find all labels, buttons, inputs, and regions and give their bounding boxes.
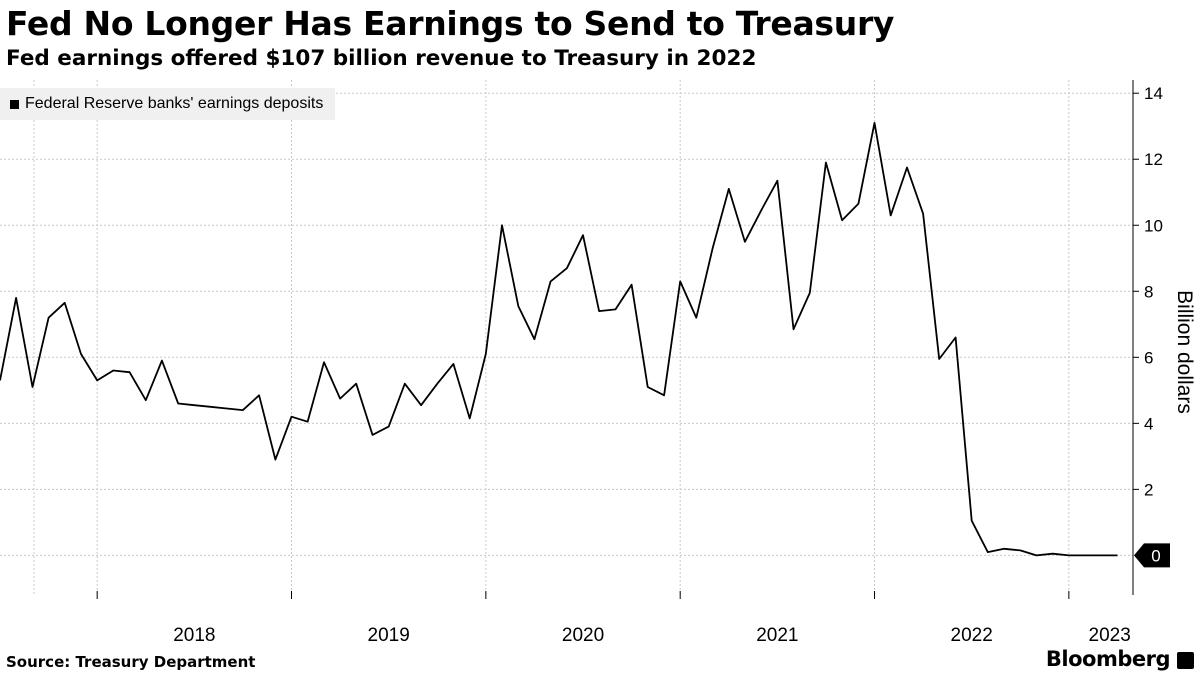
y-axis-title: Billion dollars — [1173, 290, 1196, 414]
x-tick-label: 2019 — [368, 625, 410, 646]
x-tick-label: 2020 — [562, 625, 604, 646]
source-note: Source: Treasury Department — [6, 653, 256, 671]
y-tick-label: 2 — [1144, 480, 1153, 499]
x-tick-label: 2018 — [173, 625, 215, 646]
legend-swatch — [10, 99, 19, 109]
y-tick-label: 8 — [1144, 282, 1153, 301]
last-value-marker: 0 — [1134, 543, 1170, 568]
x-axis: 2018 2019 2020 2021 2022 2023 — [96, 591, 1131, 646]
y-tick-label: 10 — [1144, 216, 1163, 235]
series-line-earnings-deposits — [0, 122, 1118, 557]
y-tick-label: 4 — [1144, 414, 1153, 433]
legend-label: Federal Reserve banks' earnings deposits — [25, 95, 324, 112]
last-value-label: 0 — [1151, 546, 1160, 565]
y-axis: 14 12 10 8 6 4 2 — [1132, 80, 1163, 595]
gridlines — [0, 80, 1133, 595]
y-tick-label: 12 — [1144, 150, 1163, 169]
x-tick-label: 2021 — [756, 625, 798, 646]
x-tick-label: 2022 — [951, 625, 993, 646]
y-tick-label: 6 — [1144, 348, 1153, 367]
bloomberg-mark-icon — [1177, 652, 1194, 669]
bloomberg-logo: Bloomberg — [1045, 647, 1171, 671]
x-tick-label: 2023 — [1089, 625, 1131, 646]
chart-title: Fed No Longer Has Earnings to Send to Tr… — [6, 4, 895, 43]
last-value-tag — [1134, 543, 1170, 568]
legend: Federal Reserve banks' earnings deposits — [0, 88, 336, 120]
y-tick-label: 14 — [1144, 84, 1163, 103]
chart-subtitle: Fed earnings offered $107 billion revenu… — [6, 46, 757, 71]
